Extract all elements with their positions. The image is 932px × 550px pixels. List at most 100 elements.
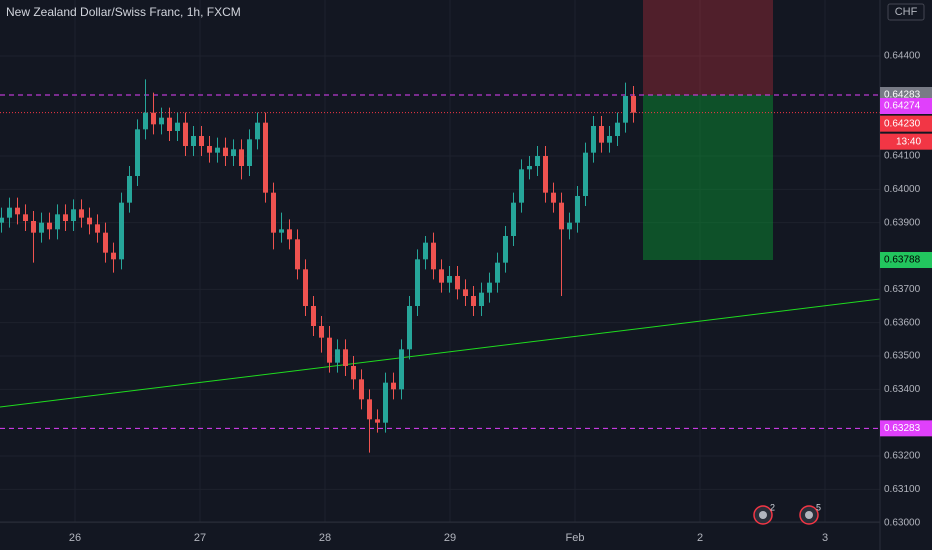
price-tag-label: 0.64274 [884, 101, 921, 112]
candle-body [335, 349, 340, 363]
candle-body [143, 112, 148, 130]
currency: CHF [895, 6, 918, 18]
candle-body [527, 166, 532, 170]
x-tick-label: 26 [69, 532, 81, 544]
candle-body [135, 129, 140, 176]
price-tag [880, 420, 932, 437]
candle-body [383, 382, 388, 423]
plot [0, 0, 880, 453]
candle-body [207, 146, 212, 153]
candle-body [247, 139, 252, 166]
price-tag [880, 252, 932, 268]
price-tag [880, 115, 932, 132]
candle-body [447, 276, 452, 283]
candle-body [583, 152, 588, 196]
candle-body [39, 222, 44, 233]
candle-body [623, 96, 628, 123]
candle-body [591, 126, 596, 153]
y-tick-label: 0.63200 [884, 451, 921, 462]
price-tag-label: 0.63283 [884, 423, 921, 434]
candle-body [175, 122, 180, 131]
x-tick-label: 29 [444, 532, 456, 544]
candle-body [455, 276, 460, 290]
candle-body [295, 239, 300, 270]
candle-body [559, 202, 564, 230]
x-tick-label: 3 [822, 532, 828, 544]
candle-body [0, 217, 4, 223]
y-tick-label: 0.63700 [884, 284, 921, 295]
candle-body [167, 117, 172, 131]
candle-body [223, 147, 228, 156]
event-icon [805, 511, 813, 519]
y-tick-label: 0.63500 [884, 351, 921, 362]
candle-body [71, 209, 76, 221]
candle-body [343, 349, 348, 366]
price-axis: 0.63000 0.63100 0.63200 0.63400 0.63500 0.636… [880, 51, 932, 528]
y-tick-label: 0.64400 [884, 51, 921, 62]
candle-body [607, 136, 612, 143]
candle-body [119, 202, 124, 260]
candle-body [487, 282, 492, 293]
y-tick-label: 0.63600 [884, 317, 921, 328]
y-tick-label: 0.63100 [884, 484, 921, 495]
candle-body [111, 252, 116, 260]
candle-body [511, 202, 516, 236]
candle-body [439, 269, 444, 283]
candle-body [599, 126, 604, 143]
y-tick-label: 0.63900 [884, 217, 921, 228]
candle-body [567, 222, 572, 230]
x-tick-label: 2 [697, 532, 703, 544]
candle-body [47, 222, 52, 230]
candle-body [375, 419, 380, 423]
candle-body [95, 224, 100, 233]
candle-body [31, 221, 36, 233]
candle-body [519, 169, 524, 203]
candle-body [303, 269, 308, 306]
candle-body [407, 306, 412, 350]
candle-body [327, 337, 332, 363]
candle-body [87, 217, 92, 225]
candle-body [479, 292, 484, 306]
candle-body [631, 96, 636, 113]
candle-body [151, 112, 156, 125]
candle-body [103, 232, 108, 253]
candle-body [311, 306, 316, 326]
grid [0, 0, 880, 524]
countdown-tag [880, 133, 932, 150]
candle-body [279, 229, 284, 233]
candle-body [399, 349, 404, 390]
candle-body [231, 149, 236, 156]
candle-body [503, 236, 508, 263]
candle-body [287, 229, 292, 240]
x-tick-label: Feb [566, 532, 585, 544]
candle-body [215, 147, 220, 153]
candle-body [319, 326, 324, 338]
candle-body [543, 156, 548, 193]
candle-body [391, 382, 396, 390]
currency-box[interactable] [887, 3, 925, 21]
countdown-label: 13:40 [896, 136, 921, 147]
candle-body [79, 209, 84, 218]
candle-body [199, 136, 204, 146]
y-tick-label: 0.63400 [884, 384, 921, 395]
candle-body [183, 122, 188, 146]
candle-body [415, 259, 420, 306]
candle-body [127, 176, 132, 203]
trendline [0, 298, 880, 408]
price-tag [880, 98, 932, 114]
x-tick-label: 28 [319, 532, 331, 544]
candle-body [575, 196, 580, 223]
candle-body [159, 117, 164, 125]
event-count: 2 [770, 502, 775, 512]
candle-body [463, 289, 468, 296]
candle-body [7, 207, 12, 218]
candle-body [423, 242, 428, 260]
candle-body [239, 149, 244, 166]
candle-body [63, 214, 68, 221]
candle-body [551, 192, 556, 203]
candle-body [471, 296, 476, 306]
candle-body [367, 399, 372, 420]
event-count: 5 [816, 502, 821, 512]
